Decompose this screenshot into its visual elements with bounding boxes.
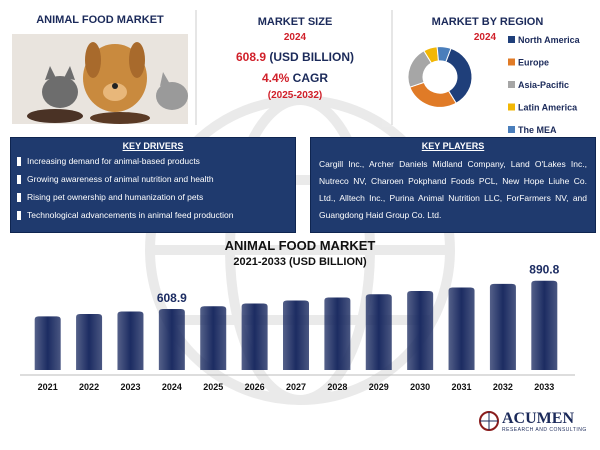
size-unit: (USD BILLION) [269,50,355,64]
driver-icon [17,174,21,184]
driver-item: Increasing demand for animal-based produ… [17,156,295,166]
driver-item: Growing awareness of animal nutrition an… [17,174,295,184]
drivers-box: KEY DRIVERS Increasing demand for animal… [10,137,296,233]
driver-icon [17,156,21,166]
size-value: 608.9 [235,50,267,64]
size-line: 608.9 (USD BILLION) [200,50,390,64]
players-text: Cargill Inc., Archer Daniels Midland Com… [319,159,587,220]
drivers-list: Increasing demand for animal-based produ… [11,156,295,220]
logo-tagline: RESEARCH AND CONSULTING [502,427,587,433]
size-year: 2024 [283,32,307,43]
players-box: KEY PLAYERS Cargill Inc., Archer Daniels… [310,137,596,233]
driver-icon [17,192,21,202]
size-title: MARKET SIZE [257,16,333,28]
driver-item: Technological advancements in animal fee… [17,210,295,220]
cagr-line: 4.4% CAGR [200,71,390,85]
players-title: KEY PLAYERS [421,141,485,151]
region-title: MARKET BY REGION [431,16,544,28]
driver-text: Increasing demand for animal-based produ… [27,156,200,166]
driver-text: Growing awareness of animal nutrition an… [27,174,214,184]
driver-text: Rising pet ownership and humanization of… [27,192,204,202]
drivers-title: KEY DRIVERS [122,141,184,151]
bar-title: ANIMAL FOOD MARKET [224,238,376,253]
driver-item: Rising pet ownership and humanization of… [17,192,295,202]
image-title: ANIMAL FOOD MARKET [36,14,164,26]
driver-icon [17,210,21,220]
logo-icon [479,411,499,431]
bar-subtitle: 2021-2033 (USD BILLION) [233,256,367,268]
cagr-label: CAGR [292,71,329,85]
pet-illustration [12,34,188,124]
cagr-value: 4.4% [261,71,290,85]
logo-name: ACUMEN [502,410,574,427]
cagr-period: (2025-2032) [267,90,323,101]
driver-text: Technological advancements in animal fee… [27,210,234,220]
region-year: 2024 [473,32,497,43]
